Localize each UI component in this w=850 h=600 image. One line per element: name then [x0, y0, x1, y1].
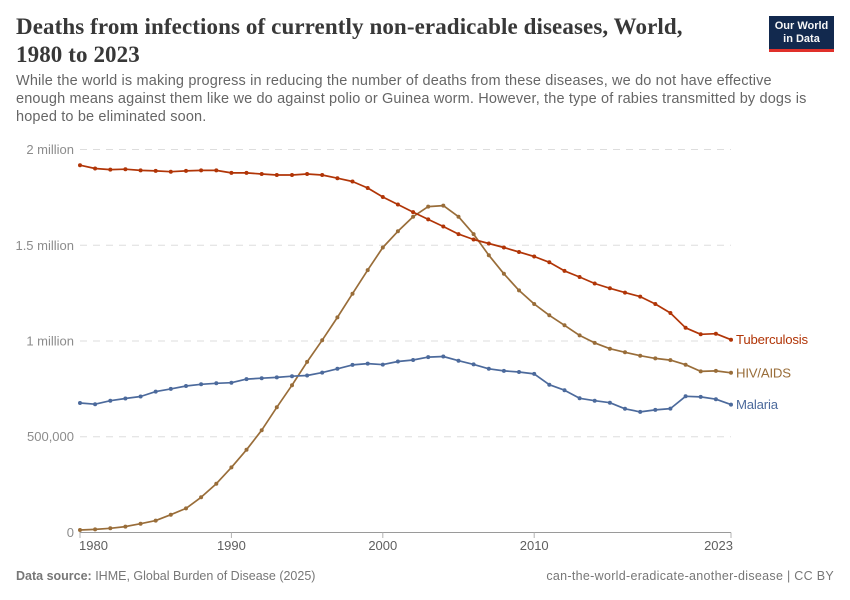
svg-text:2010: 2010: [520, 538, 549, 553]
svg-text:2023: 2023: [704, 538, 733, 553]
svg-text:500,000: 500,000: [27, 429, 74, 444]
svg-text:HIV/AIDS: HIV/AIDS: [736, 365, 791, 380]
svg-text:1990: 1990: [217, 538, 246, 553]
svg-text:2 million: 2 million: [26, 142, 74, 157]
svg-text:2000: 2000: [368, 538, 397, 553]
svg-text:1 million: 1 million: [26, 334, 74, 349]
svg-text:Malaria: Malaria: [736, 397, 779, 412]
svg-text:Tuberculosis: Tuberculosis: [736, 332, 808, 347]
svg-text:1.5 million: 1.5 million: [15, 238, 74, 253]
svg-text:1980: 1980: [79, 538, 108, 553]
svg-text:0: 0: [67, 525, 74, 540]
